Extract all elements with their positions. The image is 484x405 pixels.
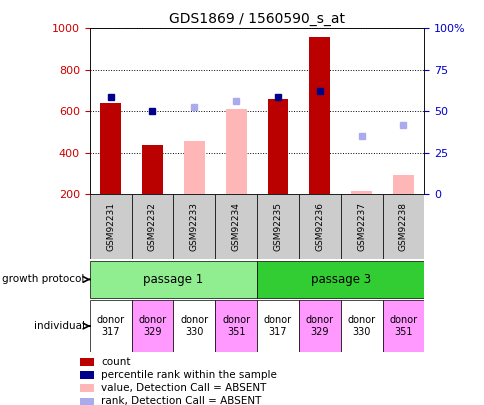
Text: GSM92233: GSM92233 — [189, 202, 198, 251]
Bar — [80, 384, 94, 392]
Text: GSM92235: GSM92235 — [273, 202, 282, 251]
Text: GSM92234: GSM92234 — [231, 202, 240, 251]
Bar — [298, 300, 340, 352]
Text: donor
317: donor 317 — [263, 315, 291, 337]
Text: individual: individual — [34, 321, 85, 331]
Bar — [90, 194, 131, 259]
Bar — [382, 194, 424, 259]
Text: count: count — [101, 357, 131, 367]
Text: value, Detection Call = ABSENT: value, Detection Call = ABSENT — [101, 383, 266, 393]
Bar — [173, 300, 215, 352]
Bar — [309, 36, 330, 194]
Bar — [80, 358, 94, 365]
Text: GSM92237: GSM92237 — [356, 202, 365, 251]
Text: GSM92231: GSM92231 — [106, 202, 115, 251]
Bar — [131, 300, 173, 352]
Bar — [142, 145, 163, 194]
Bar — [257, 194, 298, 259]
Bar — [90, 261, 257, 298]
Text: GSM92232: GSM92232 — [148, 202, 157, 251]
Bar — [340, 194, 382, 259]
Text: GSM92236: GSM92236 — [315, 202, 324, 251]
Bar — [340, 300, 382, 352]
Bar — [215, 194, 257, 259]
Text: growth protocol: growth protocol — [2, 275, 85, 284]
Bar — [257, 300, 298, 352]
Text: donor
351: donor 351 — [389, 315, 417, 337]
Text: donor
329: donor 329 — [305, 315, 333, 337]
Bar — [215, 300, 257, 352]
Text: GSM92238: GSM92238 — [398, 202, 407, 251]
Text: donor
317: donor 317 — [96, 315, 124, 337]
Bar — [298, 194, 340, 259]
Title: GDS1869 / 1560590_s_at: GDS1869 / 1560590_s_at — [169, 12, 344, 26]
Text: donor
351: donor 351 — [222, 315, 250, 337]
Bar — [257, 261, 424, 298]
Bar — [350, 191, 371, 194]
Bar — [100, 103, 121, 194]
Bar — [267, 99, 288, 194]
Bar — [225, 109, 246, 194]
Bar — [382, 300, 424, 352]
Bar — [80, 371, 94, 379]
Text: donor
330: donor 330 — [180, 315, 208, 337]
Text: passage 3: passage 3 — [310, 273, 370, 286]
Text: rank, Detection Call = ABSENT: rank, Detection Call = ABSENT — [101, 396, 261, 405]
Text: percentile rank within the sample: percentile rank within the sample — [101, 370, 276, 380]
Bar — [183, 141, 204, 194]
Bar — [173, 194, 215, 259]
Text: donor
329: donor 329 — [138, 315, 166, 337]
Text: passage 1: passage 1 — [143, 273, 203, 286]
Bar — [80, 398, 94, 405]
Bar — [131, 194, 173, 259]
Text: donor
330: donor 330 — [347, 315, 375, 337]
Bar — [90, 300, 131, 352]
Bar — [392, 175, 413, 194]
